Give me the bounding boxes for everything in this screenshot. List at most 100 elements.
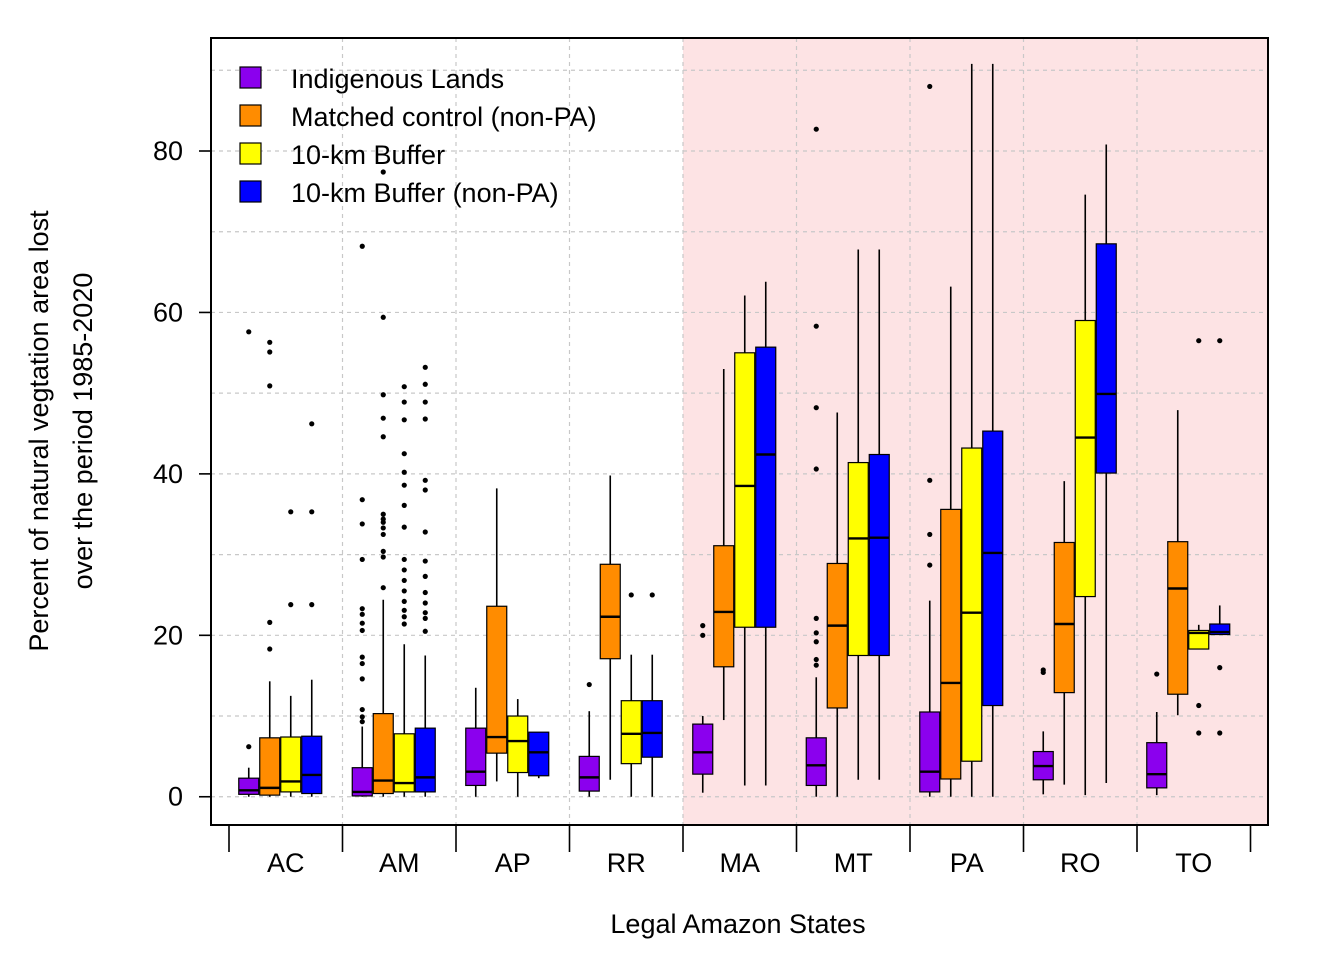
outlier-point <box>401 614 407 620</box>
box <box>507 715 529 774</box>
outlier-point <box>422 600 428 606</box>
outlier-point <box>359 706 365 713</box>
outlier-point <box>422 381 428 387</box>
plot-frame <box>210 37 1269 826</box>
outlier-point <box>401 607 407 613</box>
box <box>847 461 869 657</box>
outlier-point <box>380 314 386 320</box>
y-tick-label: 20 <box>153 620 183 650</box>
box <box>414 727 436 793</box>
box <box>351 767 373 797</box>
outlier-point <box>380 516 386 522</box>
outlier-point <box>1196 702 1202 709</box>
outlier-point <box>288 602 294 608</box>
box <box>486 605 508 754</box>
outlier-point <box>401 399 407 405</box>
outlier-point <box>359 676 365 682</box>
box <box>259 737 281 796</box>
outlier-point <box>359 660 365 667</box>
outlier-point <box>422 399 428 405</box>
x-tick-label-ro: RO <box>1060 848 1101 878</box>
outlier-point <box>1040 667 1046 673</box>
outlier-point <box>380 525 386 531</box>
legend-label: Matched control (non-PA) <box>291 102 597 132</box>
box <box>982 430 1004 707</box>
outlier-point <box>927 477 933 483</box>
y-axis-title-line-1: Percent of natural vegtation area lost <box>24 210 54 652</box>
outlier-point <box>628 592 634 598</box>
outlier-point <box>359 654 365 660</box>
y-axis-title-line-2: over the period 1985-2020 <box>68 273 98 590</box>
outlier-point <box>422 558 428 564</box>
legend-swatch <box>239 180 262 203</box>
box <box>620 700 642 765</box>
box <box>1074 319 1096 598</box>
box <box>1053 541 1075 694</box>
x-tick-label-to: TO <box>1175 848 1212 878</box>
box <box>372 713 394 795</box>
outlier-point <box>359 556 365 563</box>
outlier-point <box>401 417 407 423</box>
outlier-point <box>401 588 407 594</box>
box <box>1188 629 1210 650</box>
outlier-point <box>401 384 407 390</box>
outlier-point <box>813 466 819 472</box>
outlier-point <box>380 511 386 517</box>
box <box>238 777 260 795</box>
y-tick-label: 40 <box>153 459 183 489</box>
box <box>692 723 714 775</box>
box <box>826 562 848 709</box>
outlier-point <box>401 567 407 573</box>
outlier-point <box>246 329 252 335</box>
box <box>1146 742 1168 789</box>
outlier-point <box>422 610 428 616</box>
outlier-point <box>1217 338 1223 344</box>
box <box>713 545 735 668</box>
outlier-point <box>422 529 428 535</box>
outlier-point <box>309 602 315 608</box>
outlier-point <box>700 623 706 629</box>
box <box>280 736 302 793</box>
outlier-point <box>267 383 273 389</box>
y-tick-label: 60 <box>153 297 183 327</box>
outlier-point <box>380 548 386 554</box>
outlier-point <box>1196 338 1202 344</box>
box <box>393 733 415 793</box>
outlier-point <box>380 392 386 398</box>
outlier-point <box>927 562 933 568</box>
outlier-point <box>401 598 407 605</box>
outlier-point <box>813 126 819 132</box>
outlier-point <box>401 621 407 627</box>
outlier-point <box>700 632 706 638</box>
outlier-point <box>422 573 428 579</box>
outlier-point <box>813 662 819 668</box>
box <box>301 735 323 795</box>
box <box>734 352 756 628</box>
outlier-point <box>309 509 315 515</box>
box <box>465 727 487 787</box>
outlier-point <box>359 611 365 617</box>
box <box>868 453 890 657</box>
outlier-point <box>401 577 407 584</box>
outlier-point <box>401 482 407 488</box>
outlier-point <box>267 646 273 652</box>
outlier-point <box>359 521 365 527</box>
outlier-point <box>422 487 428 493</box>
box <box>961 447 983 762</box>
box <box>805 737 827 787</box>
outlier-point <box>401 451 407 457</box>
outlier-point <box>267 619 273 625</box>
outlier-point <box>1217 730 1223 736</box>
outlier-point <box>813 656 819 663</box>
outlier-point <box>422 615 428 621</box>
box <box>599 563 621 660</box>
x-tick-label-ac: AC <box>267 848 305 878</box>
y-tick-label: 80 <box>153 136 183 166</box>
outlier-point <box>813 323 819 329</box>
x-tick-label-pa: PA <box>950 848 984 878</box>
outlier-point <box>380 554 386 560</box>
legend-swatch <box>239 104 262 127</box>
outlier-point <box>927 83 933 90</box>
outlier-point <box>359 719 365 725</box>
outlier-point <box>1196 730 1202 736</box>
